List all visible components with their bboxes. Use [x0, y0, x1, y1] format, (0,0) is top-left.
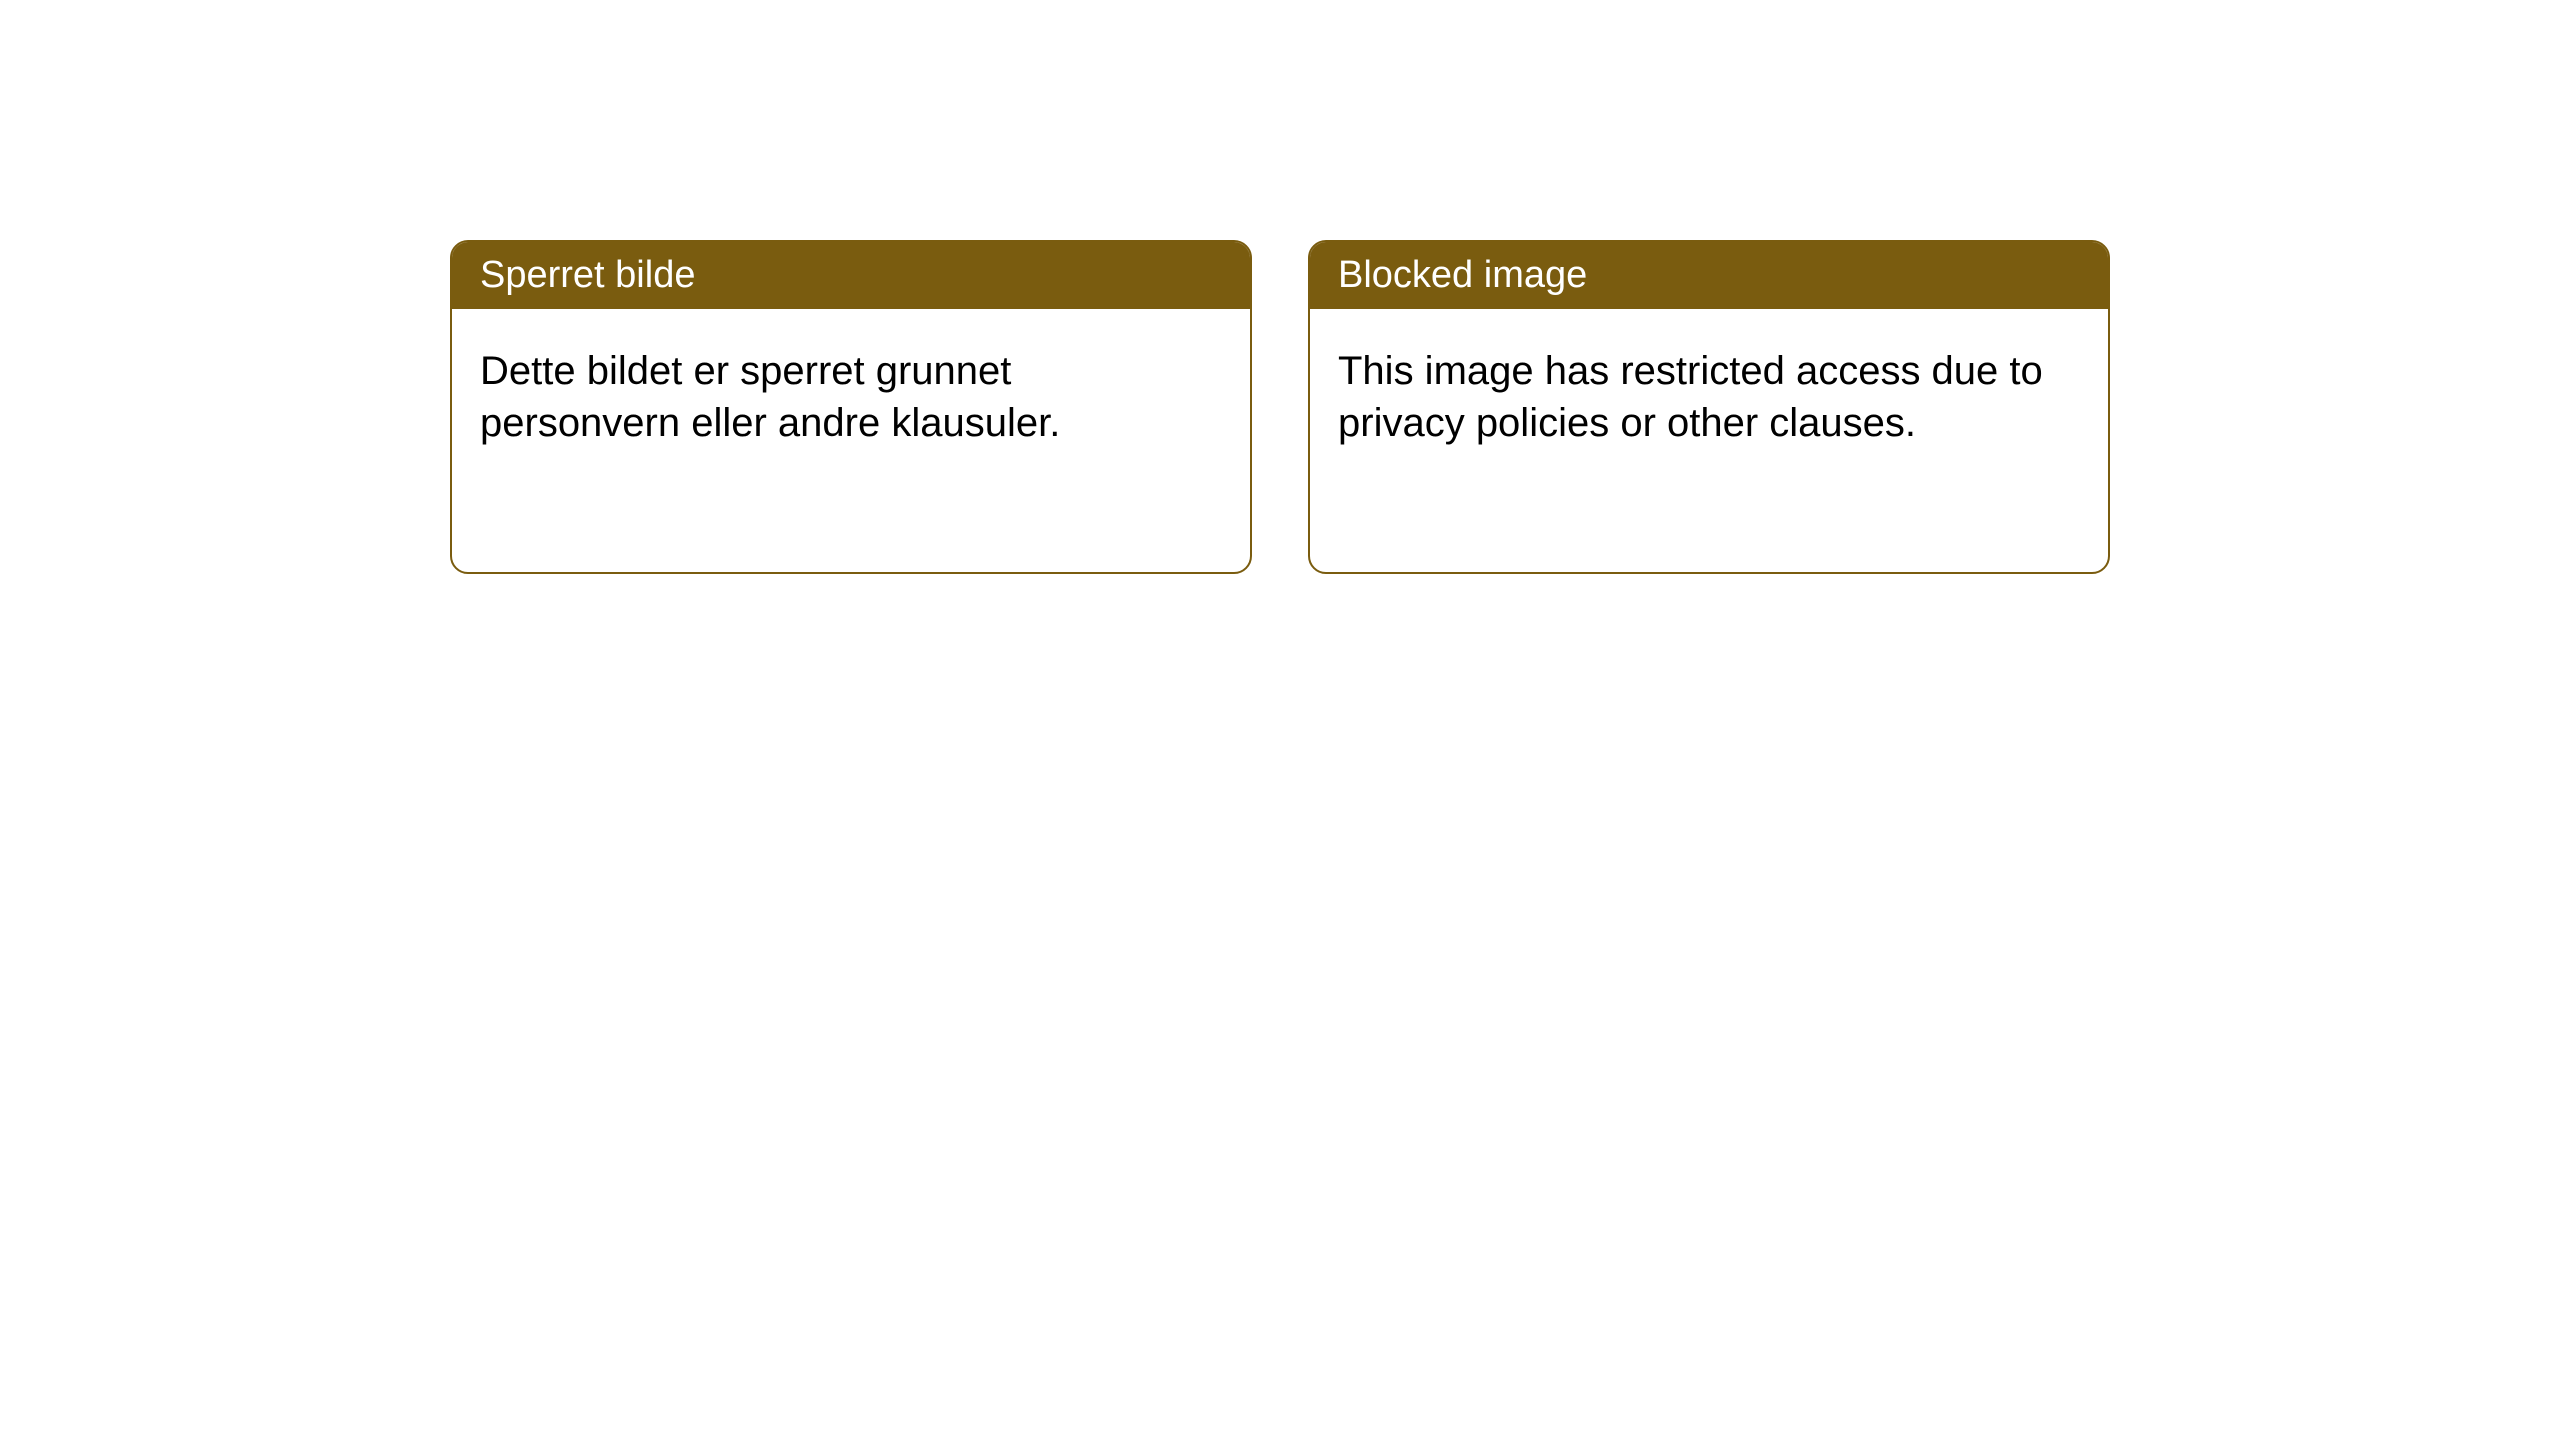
- notice-card-norwegian: Sperret bilde Dette bildet er sperret gr…: [450, 240, 1252, 574]
- notice-body: This image has restricted access due to …: [1310, 309, 2108, 485]
- notices-container: Sperret bilde Dette bildet er sperret gr…: [0, 0, 2560, 574]
- notice-header: Blocked image: [1310, 242, 2108, 309]
- notice-body: Dette bildet er sperret grunnet personve…: [452, 309, 1250, 485]
- notice-header: Sperret bilde: [452, 242, 1250, 309]
- notice-card-english: Blocked image This image has restricted …: [1308, 240, 2110, 574]
